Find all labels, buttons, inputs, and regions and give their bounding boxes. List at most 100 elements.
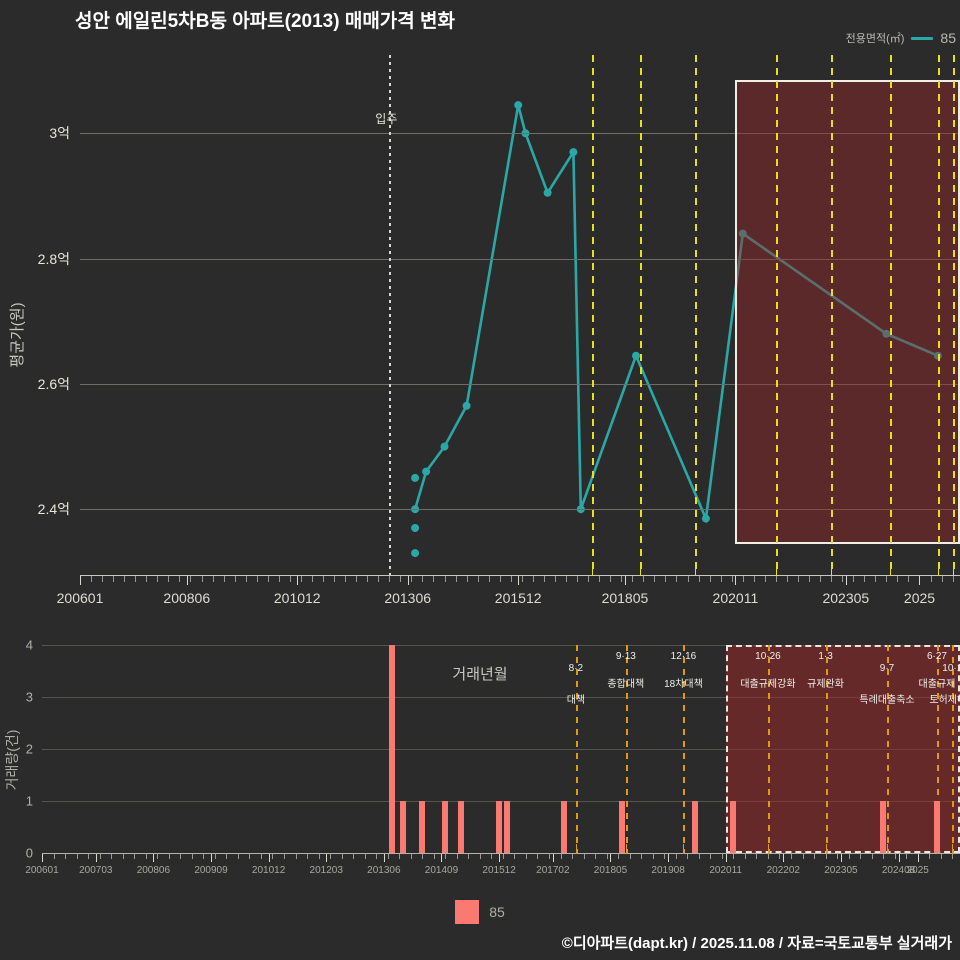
price-axis-tick	[599, 576, 601, 582]
volume-bar[interactable]	[400, 801, 407, 853]
volume-axis-tick	[468, 854, 470, 859]
price-data-point[interactable]	[521, 129, 530, 138]
price-x-ticks: 200601 200806 201012 201306 201512 201805 2020…	[0, 564, 960, 636]
policy-vline	[639, 55, 642, 575]
price-axis-tick	[941, 576, 943, 582]
price-plot-area: 2.4억 2.6억 2.8억 3억 입주	[38, 55, 960, 575]
price-axis-tick	[179, 576, 181, 582]
price-axis-tick	[864, 576, 866, 582]
policy-date-label: 6·27	[926, 651, 947, 662]
policy-axis-tick	[694, 564, 696, 576]
volume-axis-tick	[203, 854, 205, 859]
volume-axis-tick	[76, 854, 78, 859]
policy-axis-tick	[591, 564, 593, 576]
price-data-point[interactable]	[411, 549, 420, 558]
volume-bar[interactable]	[503, 801, 510, 853]
volume-x-tick-label: 201012	[251, 865, 286, 876]
volume-y-tick-label: 2	[25, 741, 33, 757]
price-data-point[interactable]	[701, 514, 710, 523]
price-axis-tick	[654, 576, 656, 582]
policy-axis-tick	[639, 564, 641, 576]
policy-date-label: 8·2	[568, 663, 584, 674]
price-axis-tick	[753, 576, 755, 582]
price-axis-tick	[212, 576, 214, 582]
volume-bar[interactable]	[442, 801, 449, 853]
volume-axis-tick	[860, 854, 862, 859]
volume-bar[interactable]	[457, 801, 464, 853]
price-y-tick-label: 2.4억	[37, 501, 70, 518]
volume-axis-tick	[422, 854, 424, 859]
volume-axis-tick	[710, 854, 712, 859]
volume-axis-tick	[618, 854, 620, 859]
price-x-tick-label: 2025	[903, 590, 936, 606]
volume-axis-tick	[744, 854, 746, 859]
price-data-point[interactable]	[411, 505, 420, 514]
policy-vline	[831, 55, 834, 575]
volume-bar[interactable]	[933, 801, 940, 853]
volume-bar[interactable]	[561, 801, 568, 853]
price-axis-tick	[621, 576, 623, 582]
volume-bar[interactable]	[496, 801, 503, 853]
volume-x-ticks: 200601 200703 200806 200909 201012 201203 2013…	[0, 844, 960, 894]
price-axis-tick	[124, 576, 126, 582]
volume-axis-tick	[180, 854, 182, 859]
volume-axis-tick-major	[725, 854, 727, 862]
volume-axis-tick	[134, 854, 136, 859]
price-x-tick-label: 200601	[56, 590, 104, 606]
price-axis-tick	[356, 576, 358, 582]
price-axis-tick	[91, 576, 93, 582]
volume-highlight-region	[725, 645, 960, 853]
volume-x-tick-label: 200806	[136, 865, 171, 876]
price-axis-tick	[278, 576, 280, 582]
price-y-tick-label: 2.8억	[37, 250, 70, 267]
volume-bar[interactable]	[388, 645, 395, 853]
volume-axis-tick	[410, 854, 412, 859]
price-axis-tick	[345, 576, 347, 582]
price-data-point[interactable]	[462, 401, 471, 410]
price-axis-tick	[135, 576, 137, 582]
price-x-tick-label: 202011	[712, 590, 759, 606]
volume-x-tick-label: 201512	[482, 865, 516, 876]
policy-vline	[775, 55, 778, 575]
price-data-point[interactable]	[440, 442, 449, 451]
price-data-point[interactable]	[632, 351, 640, 360]
price-y-tick-label: 2.6억	[37, 375, 70, 392]
price-data-point[interactable]	[882, 329, 891, 338]
price-data-point[interactable]	[738, 229, 747, 238]
policy-axis-tick	[683, 844, 685, 854]
volume-y-axis-title: 거래량(건)	[4, 729, 20, 791]
price-data-point[interactable]	[411, 473, 420, 482]
volume-bar[interactable]	[419, 801, 426, 853]
volume-axis-tick	[122, 854, 124, 859]
volume-axis-tick	[767, 854, 769, 859]
price-data-point[interactable]	[514, 101, 523, 110]
movein-vline	[389, 55, 392, 575]
volume-axis-tick	[272, 854, 274, 859]
volume-bar[interactable]	[880, 801, 887, 853]
volume-x-tick-label: 201409	[424, 865, 459, 876]
price-axis-tick-major	[186, 576, 188, 585]
policy-axis-tick	[937, 564, 939, 576]
price-axis-tick	[720, 576, 722, 582]
price-axis-tick	[588, 576, 590, 582]
volume-bar[interactable]	[618, 801, 625, 853]
volume-axis-tick	[525, 854, 527, 859]
price-axis-tick	[334, 576, 336, 582]
volume-axis-tick-major	[668, 854, 670, 862]
price-axis-tick-major	[624, 576, 626, 585]
volume-bar[interactable]	[691, 801, 698, 853]
volume-x-tick-label: 201702	[536, 865, 570, 876]
price-data-point[interactable]	[411, 524, 420, 532]
volume-bar[interactable]	[730, 801, 737, 853]
price-data-point[interactable]	[569, 148, 578, 157]
price-data-point[interactable]	[576, 505, 585, 514]
price-axis-tick-major	[518, 576, 520, 585]
price-data-point[interactable]	[543, 188, 552, 197]
volume-axis-tick	[802, 854, 804, 859]
volume-axis-tick	[214, 854, 216, 859]
policy-axis-tick	[890, 564, 892, 576]
volume-axis-tick	[652, 854, 654, 859]
price-data-point[interactable]	[422, 467, 431, 476]
volume-axis-tick-major	[95, 854, 97, 862]
price-axis-tick	[168, 576, 170, 582]
